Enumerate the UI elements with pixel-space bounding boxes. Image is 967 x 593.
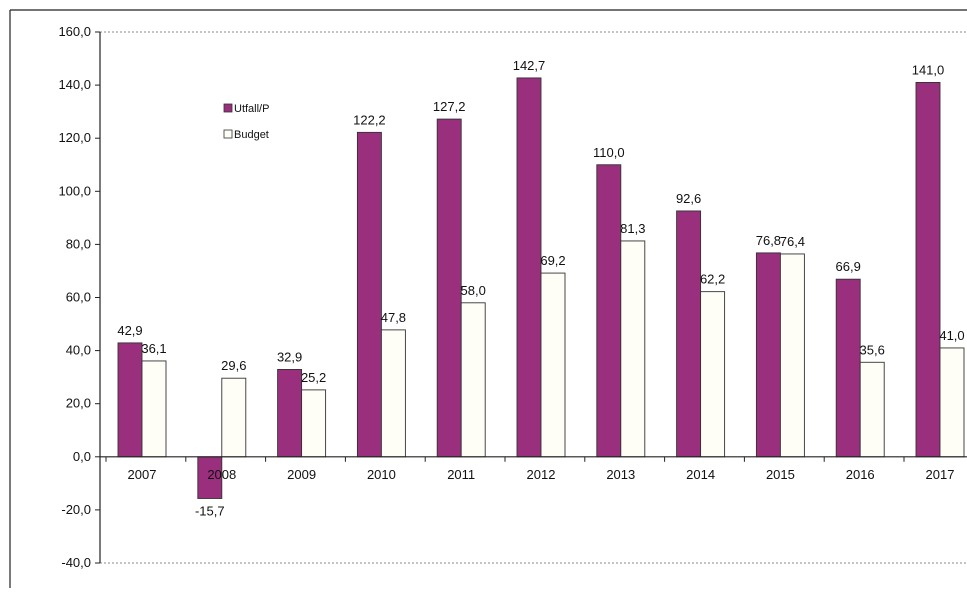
bars	[117, 77, 965, 499]
bar-utfall	[436, 118, 462, 458]
bar-utfall	[356, 131, 382, 458]
y-tick-label: -20,0	[61, 502, 91, 517]
bar-utfall	[197, 456, 223, 499]
legend-label-budget: Budget	[234, 129, 269, 141]
x-axis: 2007 2008 2009 2010 2011 2012 2013 2014 2015 2016…	[100, 456, 967, 482]
y-tick-label: 0,0	[73, 449, 91, 464]
bar-utfall	[596, 164, 622, 458]
data-label-utfall: 66,9	[836, 259, 861, 274]
data-label-utfall: 141,0	[912, 62, 945, 77]
y-axis: 160,0 140,0 120,0 100,0 80,0 60,0 40,0 20,0 0,0 -…	[58, 24, 101, 570]
data-label-utfall: 122,2	[353, 112, 386, 127]
data-label-utfall: 110,0	[593, 145, 625, 160]
x-category-label: 2013	[606, 467, 635, 482]
data-label-utfall: 76,8	[756, 233, 781, 248]
bar-budget	[221, 377, 247, 458]
data-label-budget: 81,3	[620, 221, 645, 236]
x-category-label: 2015	[766, 467, 795, 482]
bar-budget	[779, 253, 805, 458]
x-category-label: 2014	[686, 467, 715, 482]
x-category-label: 2011	[447, 467, 475, 482]
legend: Utfall/P Budget	[223, 103, 269, 141]
bar-utfall	[516, 77, 542, 458]
legend-label-utfall: Utfall/P	[234, 103, 269, 115]
bar-budget	[939, 347, 965, 458]
y-tick-label: 20,0	[66, 396, 91, 411]
y-tick-label: 100,0	[58, 183, 91, 198]
data-label-utfall: 142,7	[513, 58, 546, 73]
data-label-utfall: -15,7	[195, 503, 225, 518]
bar-budget	[301, 389, 327, 458]
data-labels: 42,9 36,1 -15,7 29,6 32,9 25,2 122,2 47,8 127,2 5…	[117, 58, 964, 519]
x-category-label: 2007	[128, 467, 157, 482]
bar-budget	[380, 329, 406, 458]
y-tick-label: -40,0	[61, 555, 91, 570]
data-label-budget: 47,8	[381, 310, 406, 325]
bar-utfall	[835, 278, 861, 458]
bar-utfall	[915, 81, 941, 458]
legend-swatch-utfall	[223, 103, 233, 113]
bar-budget	[620, 240, 646, 458]
data-label-utfall: 32,9	[277, 349, 302, 364]
data-label-budget: 76,4	[780, 234, 805, 249]
bar-budget	[859, 361, 885, 458]
bar-budget	[460, 302, 486, 458]
bar-budget	[141, 360, 167, 458]
x-category-label: 2016	[846, 467, 875, 482]
bar-utfall	[676, 210, 702, 458]
y-tick-label: 160,0	[58, 24, 91, 39]
legend-swatch-budget	[223, 129, 233, 139]
data-label-budget: 62,2	[700, 272, 725, 287]
data-label-budget: 36,1	[141, 341, 166, 356]
bar-utfall	[755, 252, 781, 458]
x-category-label: 2012	[527, 467, 556, 482]
data-label-utfall: 42,9	[117, 323, 142, 338]
data-label-budget: 69,2	[540, 253, 565, 268]
y-tick-label: 60,0	[66, 290, 91, 305]
data-label-utfall: 92,6	[676, 191, 701, 206]
y-tick-label: 80,0	[66, 236, 91, 251]
x-category-label: 2008	[207, 467, 236, 482]
x-category-label: 2010	[367, 467, 396, 482]
y-tick-label: 120,0	[58, 130, 91, 145]
x-category-label: 2009	[287, 467, 316, 482]
x-category-label: 2017	[926, 467, 955, 482]
data-label-budget: 58,0	[461, 283, 486, 298]
bar-budget	[700, 291, 726, 458]
bar-budget	[540, 272, 566, 458]
y-tick-label: 40,0	[66, 343, 91, 358]
bar-utfall	[277, 369, 303, 458]
data-label-budget: 25,2	[301, 370, 326, 385]
data-label-budget: 29,6	[221, 358, 246, 373]
data-label-utfall: 127,2	[433, 99, 466, 114]
data-label-budget: 41,0	[939, 328, 964, 343]
bar-utfall	[117, 342, 143, 458]
y-tick-label: 140,0	[58, 77, 91, 92]
data-label-budget: 35,6	[860, 342, 885, 357]
